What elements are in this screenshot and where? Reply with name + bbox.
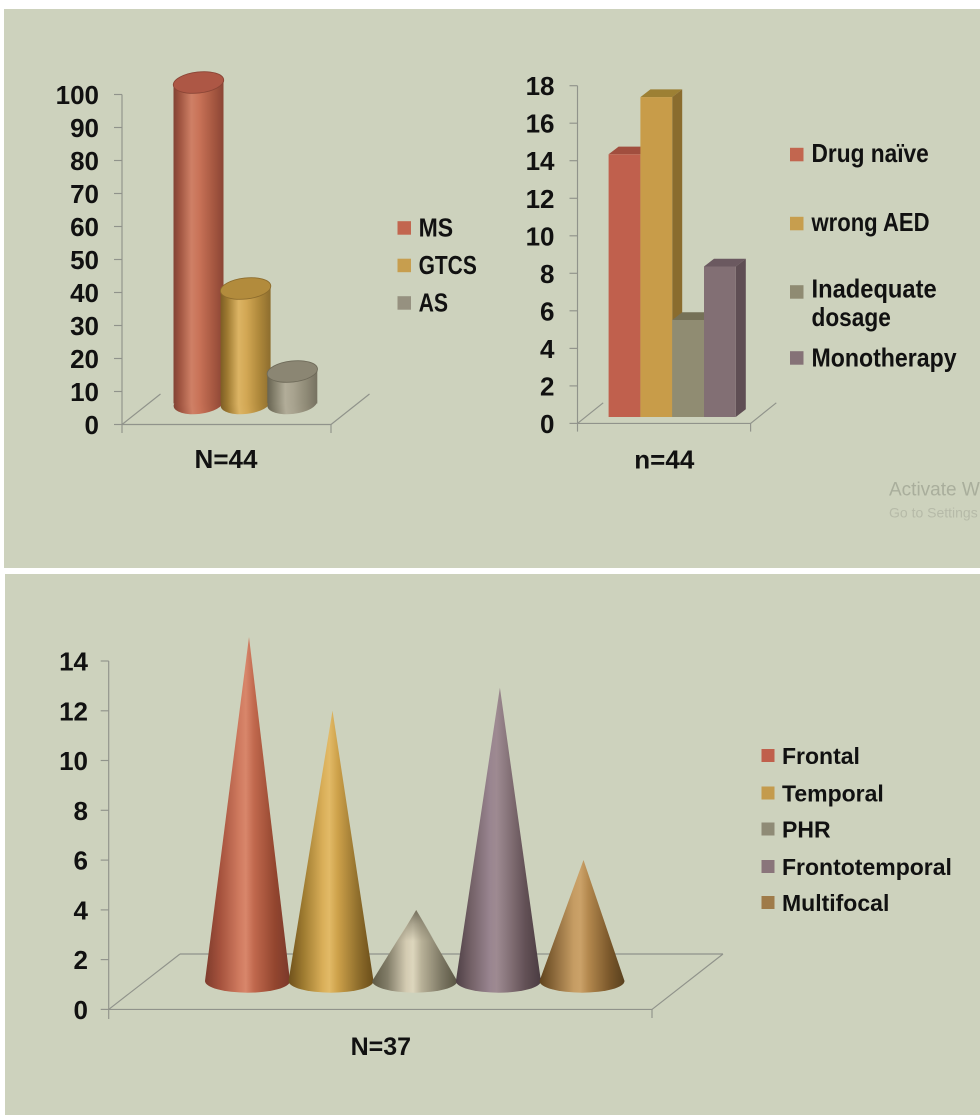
svg-text:100: 100 — [56, 80, 99, 110]
svg-text:8: 8 — [74, 796, 88, 826]
svg-text:14: 14 — [59, 647, 88, 677]
svg-text:Monotherapy: Monotherapy — [812, 342, 958, 372]
svg-text:90: 90 — [70, 113, 99, 143]
svg-text:16: 16 — [526, 109, 555, 139]
svg-text:4: 4 — [74, 895, 89, 925]
svg-text:Multifocal: Multifocal — [782, 890, 889, 916]
svg-text:PHR: PHR — [782, 816, 831, 842]
svg-text:18: 18 — [526, 71, 555, 101]
svg-text:12: 12 — [526, 184, 555, 214]
svg-text:0: 0 — [85, 410, 99, 440]
svg-text:Activate Wind: Activate Wind — [889, 480, 980, 501]
svg-text:50: 50 — [70, 245, 99, 275]
svg-text:MS: MS — [419, 212, 454, 242]
svg-text:10: 10 — [526, 221, 555, 251]
svg-text:80: 80 — [70, 146, 99, 176]
svg-text:30: 30 — [70, 311, 99, 341]
svg-text:GTCS: GTCS — [419, 250, 477, 280]
svg-text:n=44: n=44 — [634, 445, 695, 475]
svg-text:Frontal: Frontal — [782, 743, 860, 769]
svg-text:20: 20 — [70, 344, 99, 374]
svg-text:8: 8 — [540, 259, 554, 289]
svg-text:10: 10 — [59, 746, 88, 776]
svg-text:12: 12 — [59, 696, 88, 726]
svg-text:wrong AED: wrong AED — [811, 207, 930, 237]
svg-text:14: 14 — [526, 146, 555, 176]
svg-text:60: 60 — [70, 212, 99, 242]
svg-text:2: 2 — [74, 945, 88, 975]
svg-text:6: 6 — [540, 296, 554, 326]
svg-text:10: 10 — [70, 377, 99, 407]
svg-text:4: 4 — [540, 334, 555, 364]
svg-text:Inadequate: Inadequate — [812, 273, 937, 303]
svg-text:70: 70 — [70, 179, 99, 209]
svg-text:40: 40 — [70, 278, 99, 308]
svg-text:N=44: N=44 — [195, 444, 258, 474]
svg-text:AS: AS — [419, 287, 449, 317]
svg-text:Drug naïve: Drug naïve — [812, 138, 929, 168]
svg-text:0: 0 — [540, 409, 554, 439]
svg-text:dosage: dosage — [812, 302, 891, 332]
svg-text:Temporal: Temporal — [782, 780, 884, 806]
svg-text:Frontotemporal: Frontotemporal — [782, 854, 952, 880]
svg-text:2: 2 — [540, 371, 554, 401]
svg-text:Go to Settings t: Go to Settings t — [889, 505, 980, 521]
svg-text:6: 6 — [74, 846, 88, 876]
svg-text:N=37: N=37 — [351, 1033, 411, 1061]
svg-text:0: 0 — [74, 995, 88, 1025]
